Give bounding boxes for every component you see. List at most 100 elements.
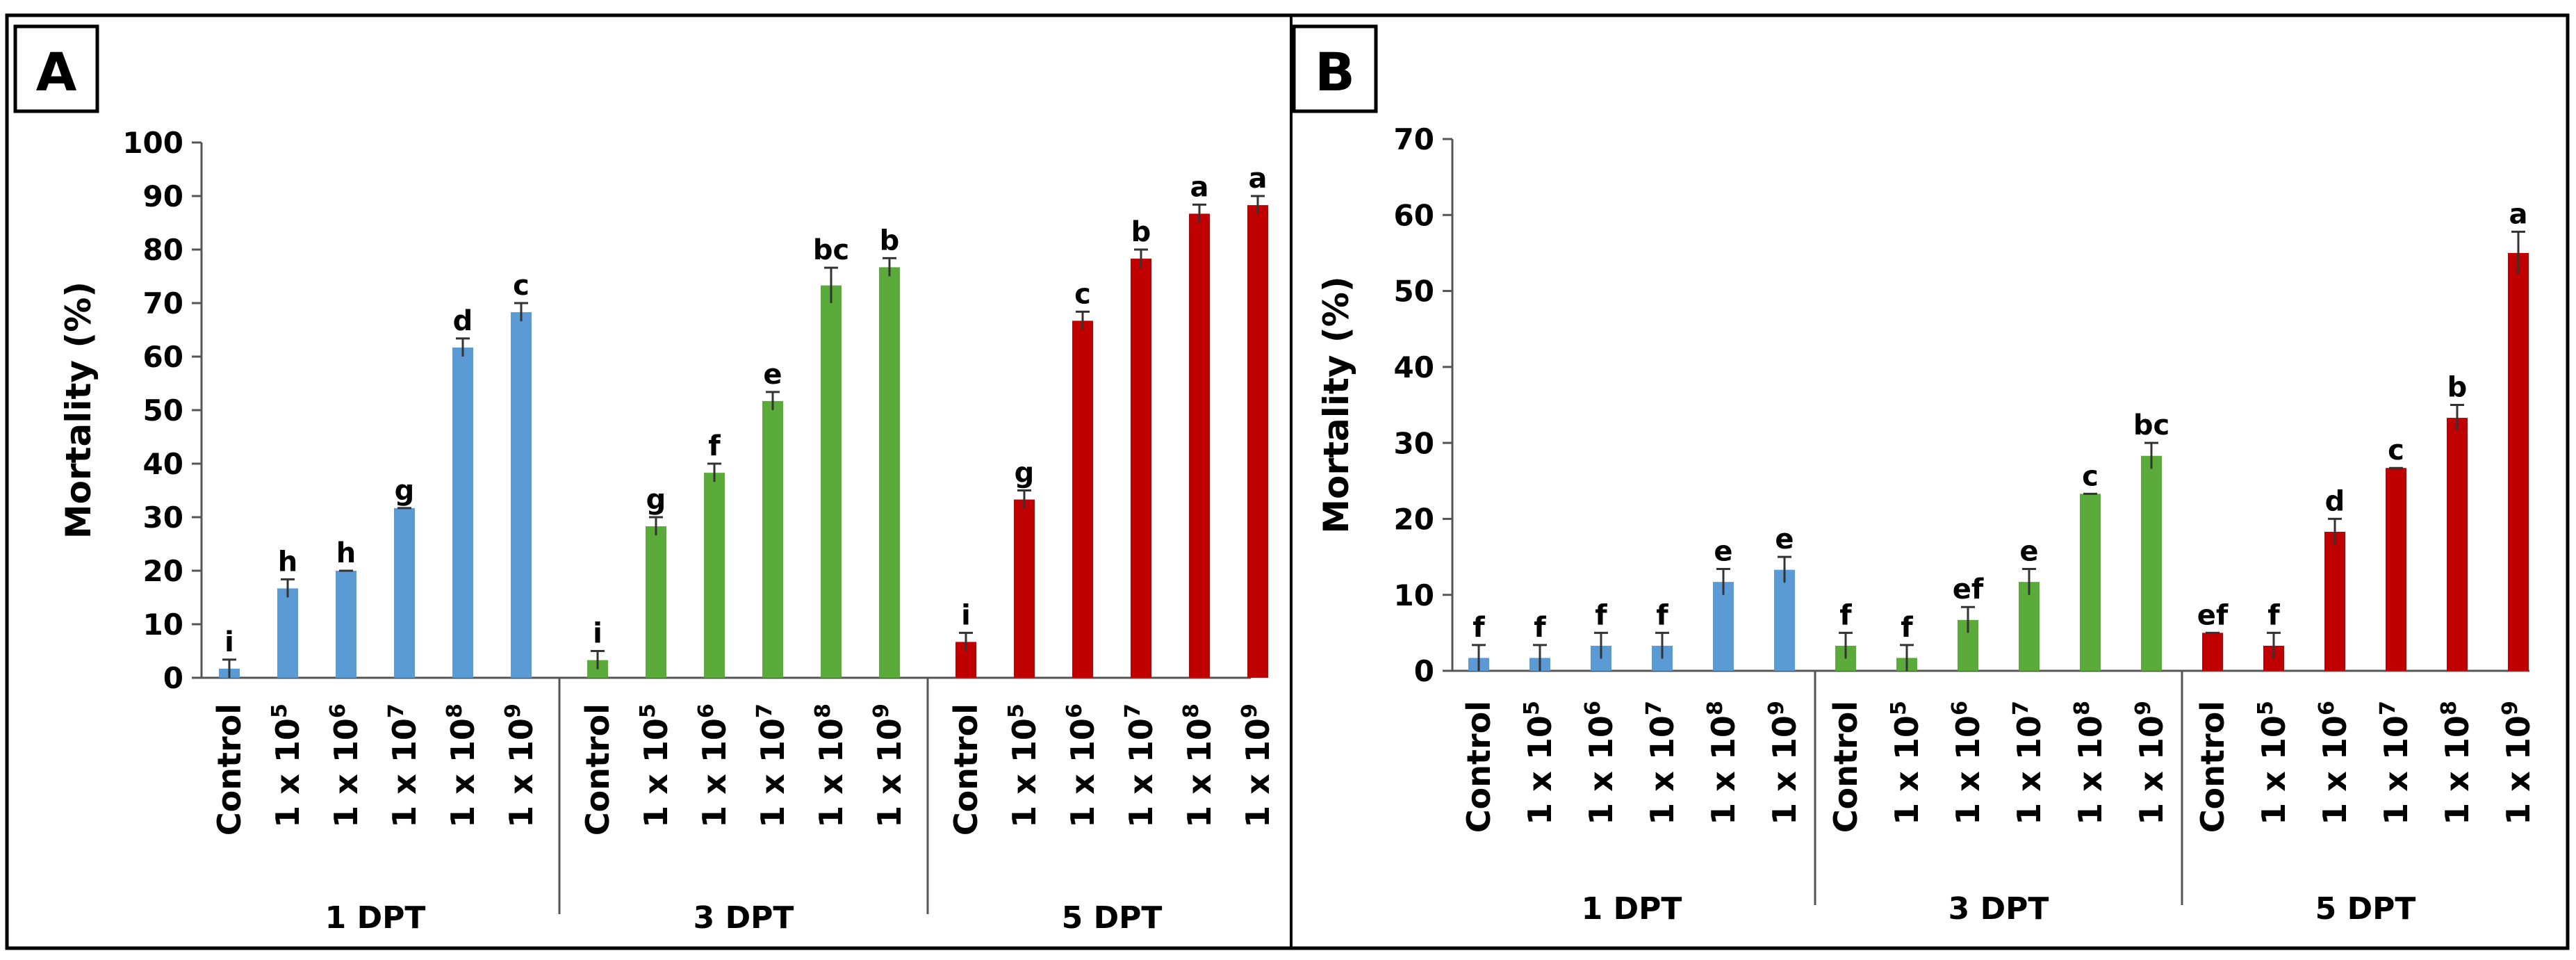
panel-a-category-label: 1 x 109 <box>1238 703 1277 828</box>
panel-a-y-tick-label: 40 <box>143 447 183 481</box>
panel-b-category-label: 1 x 106 <box>2315 701 2354 825</box>
panel-b-label-box: B <box>1292 24 1378 113</box>
panel-b-y-tick-label: 50 <box>1394 275 1434 309</box>
panel-a-y-tick-label: 30 <box>143 501 183 535</box>
panel-a-category-exponent: 6 <box>694 703 719 718</box>
panel-b-category-exponent: 8 <box>1703 701 1728 715</box>
panel-a-bar <box>336 571 356 678</box>
panel-b-bar <box>2019 582 2040 671</box>
panel-a-category-label: 1 x 107 <box>384 703 423 828</box>
panel-b-category-label: 1 x 107 <box>1642 701 1681 825</box>
panel-a-y-tick-label: 90 <box>143 179 183 213</box>
panel-b-bar <box>2202 633 2223 671</box>
panel-a-y-tick-label: 20 <box>143 554 183 588</box>
panel-a-category-exponent: 8 <box>1179 703 1204 718</box>
panel-b-significance-letter: e <box>2019 536 2038 568</box>
panel-a-bar <box>879 267 900 678</box>
panel-b-category-exponent: 5 <box>2254 701 2278 715</box>
panel-a-significance-letter: g <box>1015 457 1035 489</box>
panel-a-category-label: 1 x 109 <box>501 703 540 828</box>
panel-b-y-tick-label: 60 <box>1394 198 1434 232</box>
panel-a-category-exponent: 9 <box>869 703 894 718</box>
panel-a-significance-letter: d <box>453 305 473 337</box>
panel-a-significance-letter: bc <box>813 234 849 266</box>
panel-a-category-exponent: 9 <box>1238 703 1262 718</box>
panel-b-significance-letter: f <box>1839 599 1852 631</box>
panel-b-significance-letter: bc <box>2133 409 2169 441</box>
panel-b-significance-letter: c <box>2388 434 2404 466</box>
panel-a-category-base: 1 x 10 <box>812 718 850 828</box>
panel-b-category-label: Control <box>1460 701 1498 833</box>
panel-b-category-label: 1 x 109 <box>1764 701 1803 825</box>
panel-b-bar <box>2080 494 2101 671</box>
panel-b-label: B <box>1315 41 1355 103</box>
panel-b-category-exponent: 5 <box>1520 701 1544 715</box>
panel-b-category-base: 1 x 10 <box>1521 715 1559 825</box>
panel-a-category-base: 1 x 10 <box>1064 718 1101 828</box>
panel-a-category-base: 1 x 10 <box>1181 718 1218 828</box>
panel-b-category-label: 1 x 106 <box>1581 701 1620 825</box>
panel-b-category-label: Control <box>2194 701 2231 833</box>
panel-a-y-tick-label: 80 <box>143 233 183 267</box>
panel-b-category-label: 1 x 107 <box>2376 701 2415 825</box>
panel-a-category-exponent: 9 <box>501 703 525 718</box>
panel-b-category-label: 1 x 105 <box>2254 701 2292 825</box>
panel-b-category-label: 1 x 109 <box>2131 701 2170 825</box>
panel-a-y-tick-label: 100 <box>122 126 183 160</box>
panel-a-category-exponent: 7 <box>1121 703 1145 718</box>
panel-a-category-base: 1 x 10 <box>269 718 306 828</box>
panel-a-significance-letter: i <box>224 626 234 658</box>
panel-b-y-tick-label: 10 <box>1394 578 1434 612</box>
panel-b-category-base: 1 x 10 <box>1705 715 1742 825</box>
panel-b-bar <box>1713 582 1734 671</box>
panel-b-y-tick-label: 40 <box>1394 350 1434 384</box>
panel-b-significance-letter: f <box>1472 612 1485 644</box>
panel-b-significance-letter: a <box>2509 198 2528 230</box>
panel-b-category-base: 1 x 10 <box>2500 715 2537 825</box>
figure-frame <box>5 13 2570 950</box>
panel-b-category-exponent: 6 <box>1581 701 1605 715</box>
panel-b-category-exponent: 9 <box>2498 701 2522 715</box>
panel-a-category-label: 1 x 107 <box>753 703 791 828</box>
panel-a-category-base: 1 x 10 <box>502 718 540 828</box>
panel-a-bar <box>1014 499 1035 678</box>
panel-b-significance-letter: d <box>2325 485 2345 517</box>
panel-b-category-exponent: 6 <box>1948 701 1972 715</box>
panel-b-category-exponent: 7 <box>1642 701 1666 715</box>
panel-b-category-exponent: 9 <box>2131 701 2156 715</box>
panel-a-bar <box>452 347 473 678</box>
panel-a-y-tick-label: 60 <box>143 340 183 374</box>
panel-a-significance-letter: b <box>880 225 900 257</box>
panel-a-category-base: 1 x 10 <box>637 718 675 828</box>
panel-a-category-base: 1 x 10 <box>1122 718 1160 828</box>
panel-b-bar <box>2508 252 2529 671</box>
panel-a-significance-letter: c <box>513 270 530 302</box>
panel-a-bar <box>511 312 532 678</box>
panel-b-category-base: 1 x 10 <box>2072 715 2109 825</box>
panel-b-category-base: 1 x 10 <box>2255 715 2292 825</box>
panel-a-bar <box>762 400 783 678</box>
chart-panel-a: 0 10 20 30 40 50 60 70 80 90 100 Mortality (%) i Cont… <box>58 126 1277 936</box>
panel-b-significance-letter: e <box>1775 523 1794 555</box>
panel-a-label: A <box>36 41 77 103</box>
panel-a-significance-letter: h <box>336 537 356 569</box>
panel-a-bar <box>1072 320 1093 678</box>
panel-a-y-tick-label: 50 <box>143 393 183 428</box>
panel-b-category-base: 1 x 10 <box>1766 715 1803 825</box>
panel-a-category-base: 1 x 10 <box>1006 718 1043 828</box>
panel-a-y-tick-label: 0 <box>163 661 183 695</box>
panel-a-significance-letter: f <box>708 430 721 462</box>
panel-a-category-label: 1 x 105 <box>268 703 306 828</box>
panel-a-significance-letter: c <box>1074 278 1091 310</box>
panel-b-group-label: 3 DPT <box>1949 891 2049 927</box>
panel-b-bar <box>1774 569 1795 671</box>
panel-b-category-label: 1 x 106 <box>1948 701 1987 825</box>
panel-b-category-base: 1 x 10 <box>1888 715 1926 825</box>
panel-a-category-label: Control <box>211 703 248 836</box>
panel-a-category-base: 1 x 10 <box>327 718 365 828</box>
panel-b-significance-letter: e <box>1714 536 1732 568</box>
panel-b-y-tick-label: 30 <box>1394 426 1434 460</box>
panel-b-y-tick-label: 0 <box>1414 654 1434 688</box>
panel-a-significance-letter: g <box>395 475 415 507</box>
panel-a-significance-letter: h <box>278 546 297 578</box>
